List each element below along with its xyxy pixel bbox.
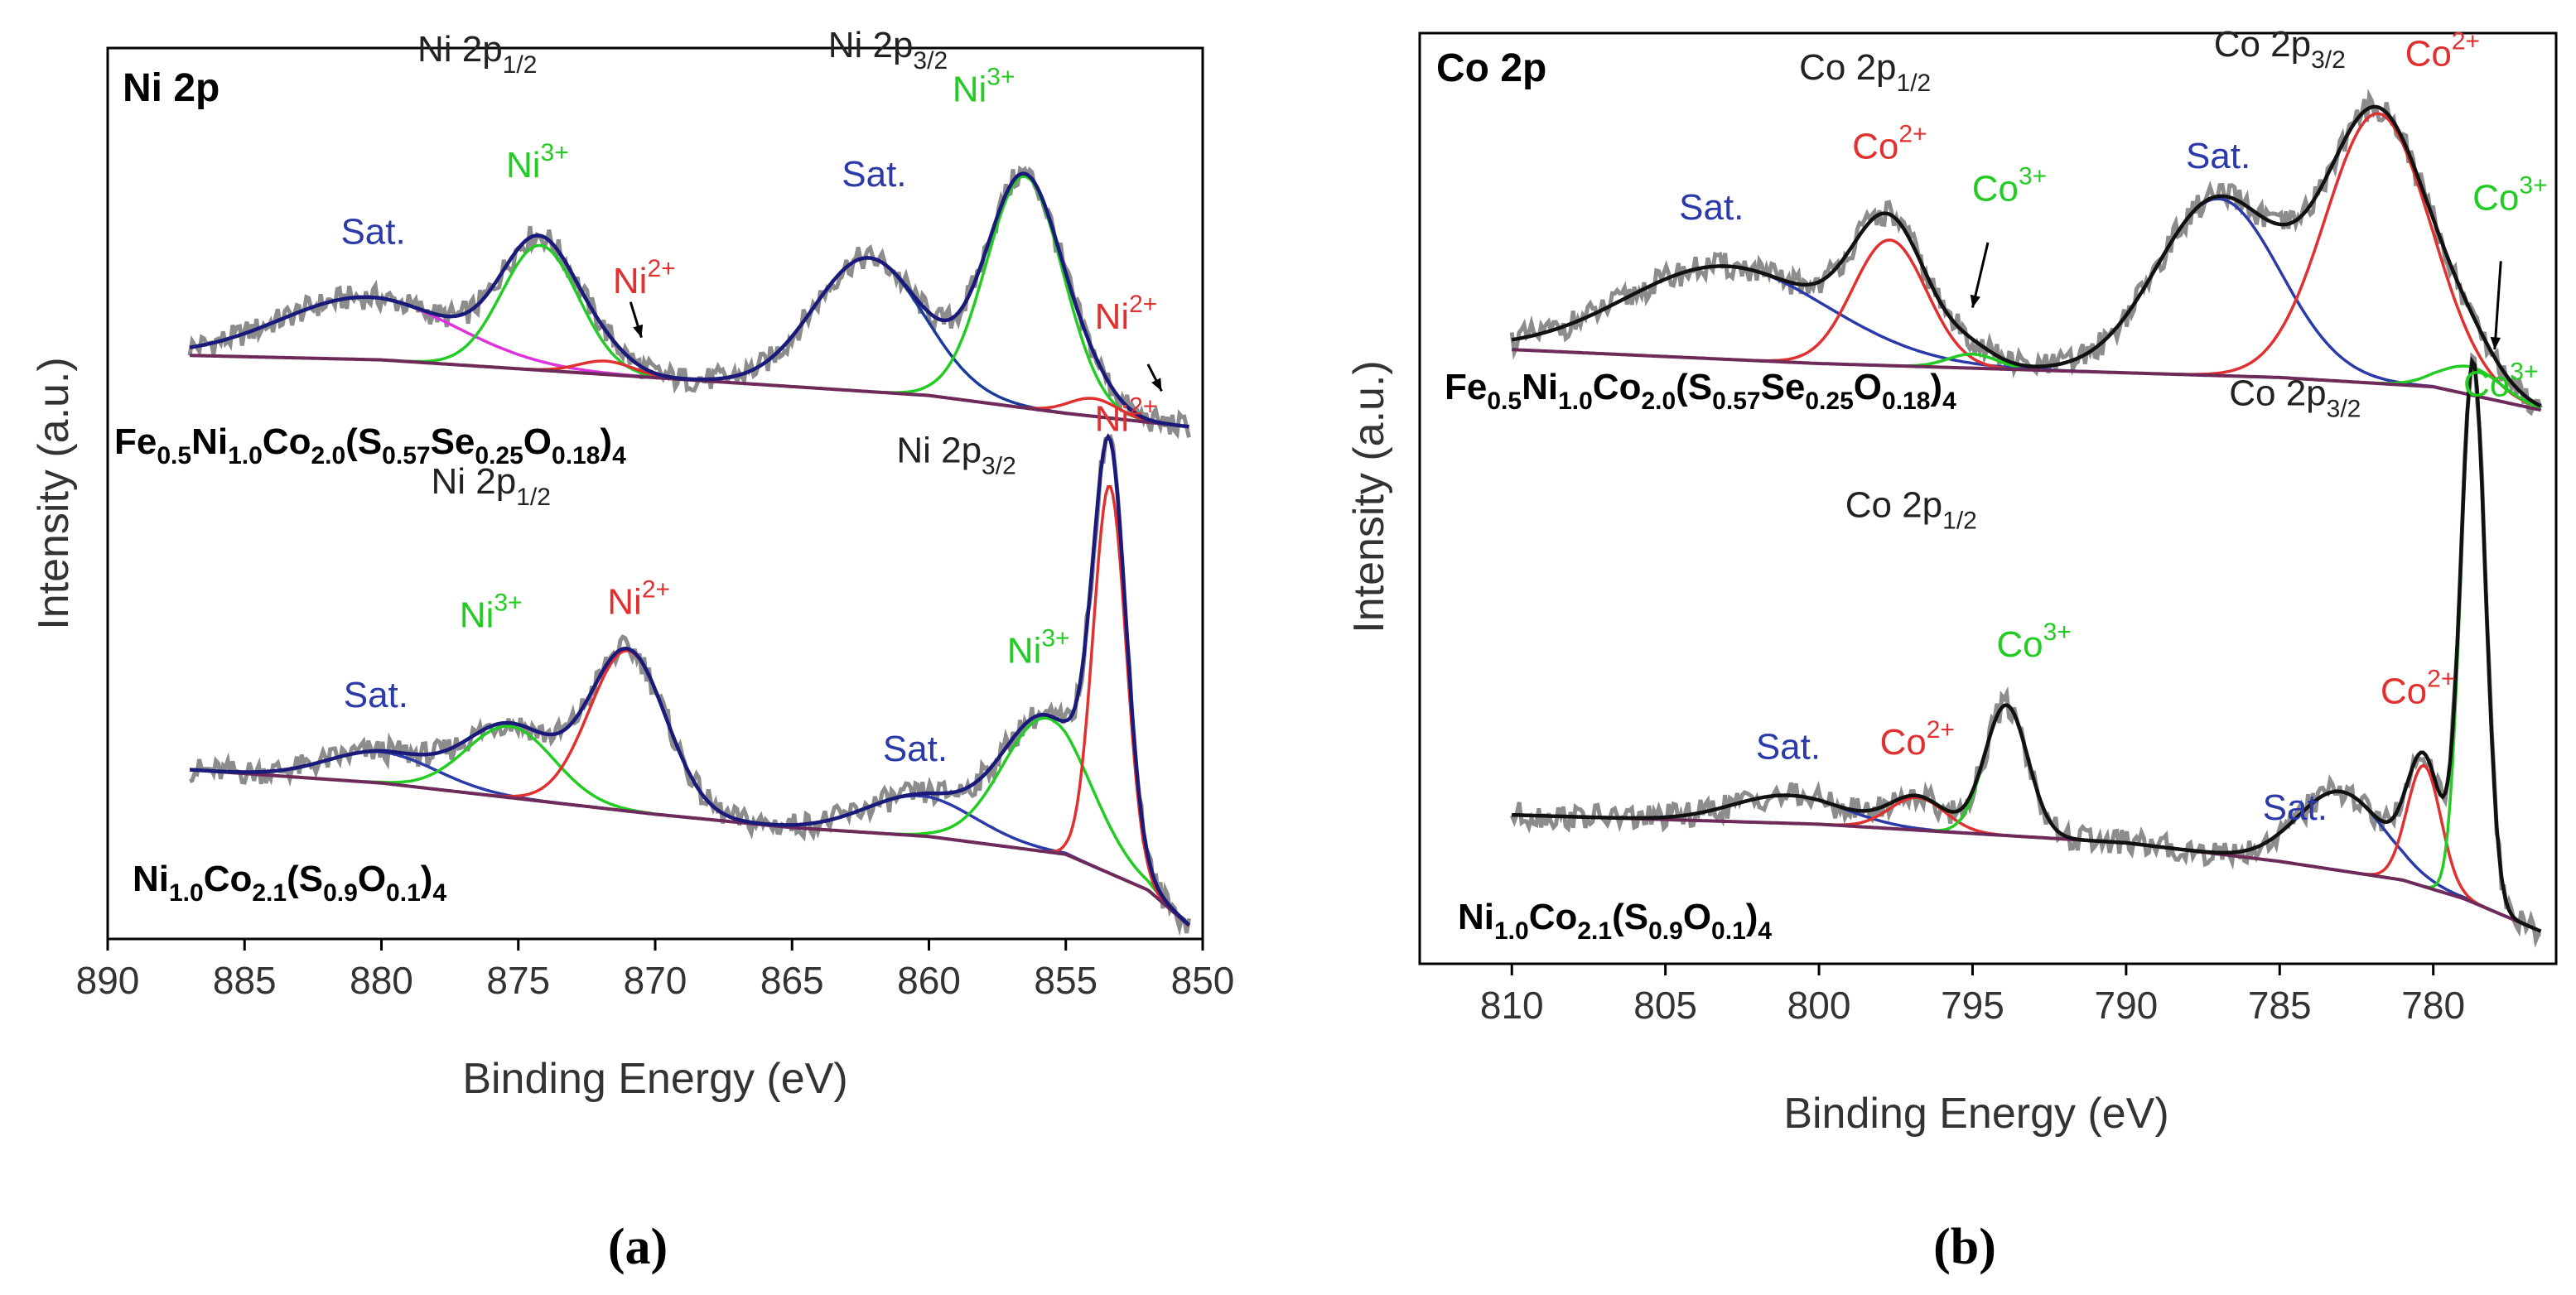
panel-b-x-tick-label: 780 — [2401, 984, 2465, 1027]
panel-a-x-tick-label: 855 — [1034, 959, 1097, 1002]
background-line — [189, 768, 1190, 927]
peak-annotation: Co2+ — [2405, 27, 2480, 74]
panel-b-curves — [1509, 89, 2543, 948]
panel-a-ylabel: Intensity (a.u.) — [30, 357, 78, 629]
panel-a-x-tick-label: 890 — [76, 959, 140, 1002]
panel-b-x-tick-label: 810 — [1480, 984, 1544, 1027]
peak-annotation: Ni 2p3/2 — [828, 25, 948, 75]
panel-b-xlabel: Binding Energy (eV) — [1783, 1090, 2168, 1138]
peak-annotation: Ni3+ — [460, 589, 523, 635]
peak-annotation: Ni 2p1/2 — [417, 29, 537, 79]
peak-annotation: Ni 2p1/2 — [431, 461, 550, 511]
raw-spectrum-line — [1509, 352, 2541, 948]
background-line — [190, 354, 1189, 429]
panel-a-x-tick-label: 870 — [624, 959, 687, 1002]
peak-annotation: Co 2p1/2 — [1845, 484, 1977, 534]
panel-a-caption: (a) — [608, 1219, 668, 1275]
panel-a-x-tick-label: 860 — [897, 959, 961, 1002]
panel-b-annotations: Co 2p1/2 Co 2p3/2 Sat. Co2+ Co3+ Sat. Co2+ Co3+… — [1445, 24, 2548, 945]
panel-a-curves — [187, 165, 1191, 936]
panel-b-x-tick-label: 795 — [1941, 984, 2004, 1027]
peak-annotation: Co3+ — [2463, 358, 2538, 404]
peak-annotation: Sat. — [1756, 727, 1821, 768]
peak-annotation: Ni2+ — [1095, 291, 1158, 337]
peak-annotation: Sat. — [842, 154, 906, 195]
component-ni3-line — [190, 243, 1189, 429]
panel-b-co2p: Co 2p 810 805 800 795 790 785 780 Binding Ener… — [1345, 24, 2558, 1275]
panel-b-x-tick-label: 800 — [1787, 984, 1851, 1027]
peak-annotation: Co3+ — [2472, 172, 2547, 219]
sample-label: Fe0.5Ni1.0Co2.0(S0.57Se0.25O0.18)4 — [114, 421, 626, 469]
peak-annotation: Co 2p3/2 — [2229, 373, 2361, 423]
peak-annotation: Co2+ — [1879, 716, 1954, 763]
panel-b-x-tick-label: 785 — [2248, 984, 2312, 1027]
sample-label: Ni1.0Co2.1(S0.9O0.1)4 — [1458, 897, 1772, 945]
peak-annotation: Co3+ — [1996, 619, 2071, 665]
peak-annotation: Sat. — [883, 729, 948, 769]
component-co2-line — [1512, 763, 2542, 933]
annotation-arrowhead — [1970, 294, 1980, 308]
peak-annotation: Ni3+ — [1007, 624, 1070, 671]
background-line — [1512, 348, 2541, 412]
panel-b-x-tick-label: 805 — [1633, 984, 1697, 1027]
component-sat-line — [190, 256, 1189, 429]
peak-annotation: Co 2p3/2 — [2214, 24, 2346, 74]
annotation-arrowhead — [1151, 378, 1162, 392]
panel-b-ylabel: Intensity (a.u.) — [1345, 360, 1393, 633]
panel-b-plot-frame — [1418, 31, 2558, 965]
panel-a-plot-frame — [106, 46, 1204, 941]
peak-annotation: Sat. — [2263, 787, 2328, 828]
peak-annotation: Co2+ — [2381, 665, 2455, 711]
background-line — [1512, 813, 2542, 933]
peak-annotation: Ni2+ — [1095, 393, 1158, 440]
peak-annotation: Ni2+ — [607, 575, 670, 622]
panel-a-x-tick-label: 880 — [350, 959, 413, 1002]
component-ni2-line — [190, 354, 1189, 429]
peak-annotation: Co3+ — [1972, 162, 2047, 209]
peak-annotation: Co 2p1/2 — [1799, 47, 1931, 97]
panel-b-x-axis: 810 805 800 795 790 785 780 — [1480, 964, 2465, 1027]
envelope-fit-line — [1512, 356, 2542, 933]
envelope-fit-line — [1511, 104, 2542, 408]
peak-annotation: Sat. — [2186, 136, 2250, 176]
panel-b-title: Co 2p — [1436, 46, 1546, 90]
annotation-arrowhead — [633, 324, 644, 338]
panel-b-x-tick-label: 790 — [2094, 984, 2158, 1027]
component-ni2-line — [190, 354, 1189, 429]
sample-label: Fe0.5Ni1.0Co2.0(S0.57Se0.25O0.18)4 — [1445, 367, 1956, 415]
peak-annotation: Co2+ — [1852, 121, 1927, 167]
peak-annotation: Ni2+ — [613, 255, 676, 301]
panel-b-caption: (b) — [1933, 1219, 1996, 1275]
envelope-fit-line — [189, 433, 1191, 927]
sample-label: Ni1.0Co2.1(S0.9O0.1)4 — [133, 859, 446, 907]
panel-a-xlabel: Binding Energy (eV) — [462, 1055, 847, 1103]
peak-annotation: Sat. — [344, 675, 408, 715]
panel-a-x-tick-label: 885 — [213, 959, 277, 1002]
component-ni2-line — [189, 485, 1190, 927]
panel-a-ni2p: Ni 2p 890 885 880 875 870 865 860 855 850 Bindin… — [30, 25, 1234, 1275]
peak-annotation: Ni3+ — [953, 64, 1015, 110]
annotation-arrowhead — [2490, 337, 2501, 350]
peak-annotation: Ni3+ — [506, 139, 569, 185]
component-sat-line — [1512, 197, 2541, 412]
panel-a-annotations: Ni 2p1/2 Ni 2p3/2 Sat. Ni3+ Ni2+ Sat. Ni3+ Ni2+… — [114, 25, 1163, 907]
panel-a-title: Ni 2p — [123, 66, 219, 110]
annotation-arrow — [2493, 261, 2502, 350]
panel-a-x-tick-label: 865 — [760, 959, 824, 1002]
raw-spectrum-line — [189, 433, 1191, 936]
panel-a-x-tick-label: 850 — [1171, 959, 1235, 1002]
raw-spectrum-line — [187, 165, 1191, 440]
peak-annotation: Ni 2p3/2 — [896, 430, 1015, 479]
panel-a-x-tick-label: 875 — [486, 959, 550, 1002]
envelope-fit-line — [189, 171, 1189, 429]
panel-a-x-axis: 890 885 880 875 870 865 860 855 850 — [76, 939, 1235, 1002]
peak-annotation: Sat. — [1679, 187, 1744, 228]
peak-annotation: Sat. — [340, 212, 405, 253]
raw-spectrum-line — [1509, 89, 2543, 416]
